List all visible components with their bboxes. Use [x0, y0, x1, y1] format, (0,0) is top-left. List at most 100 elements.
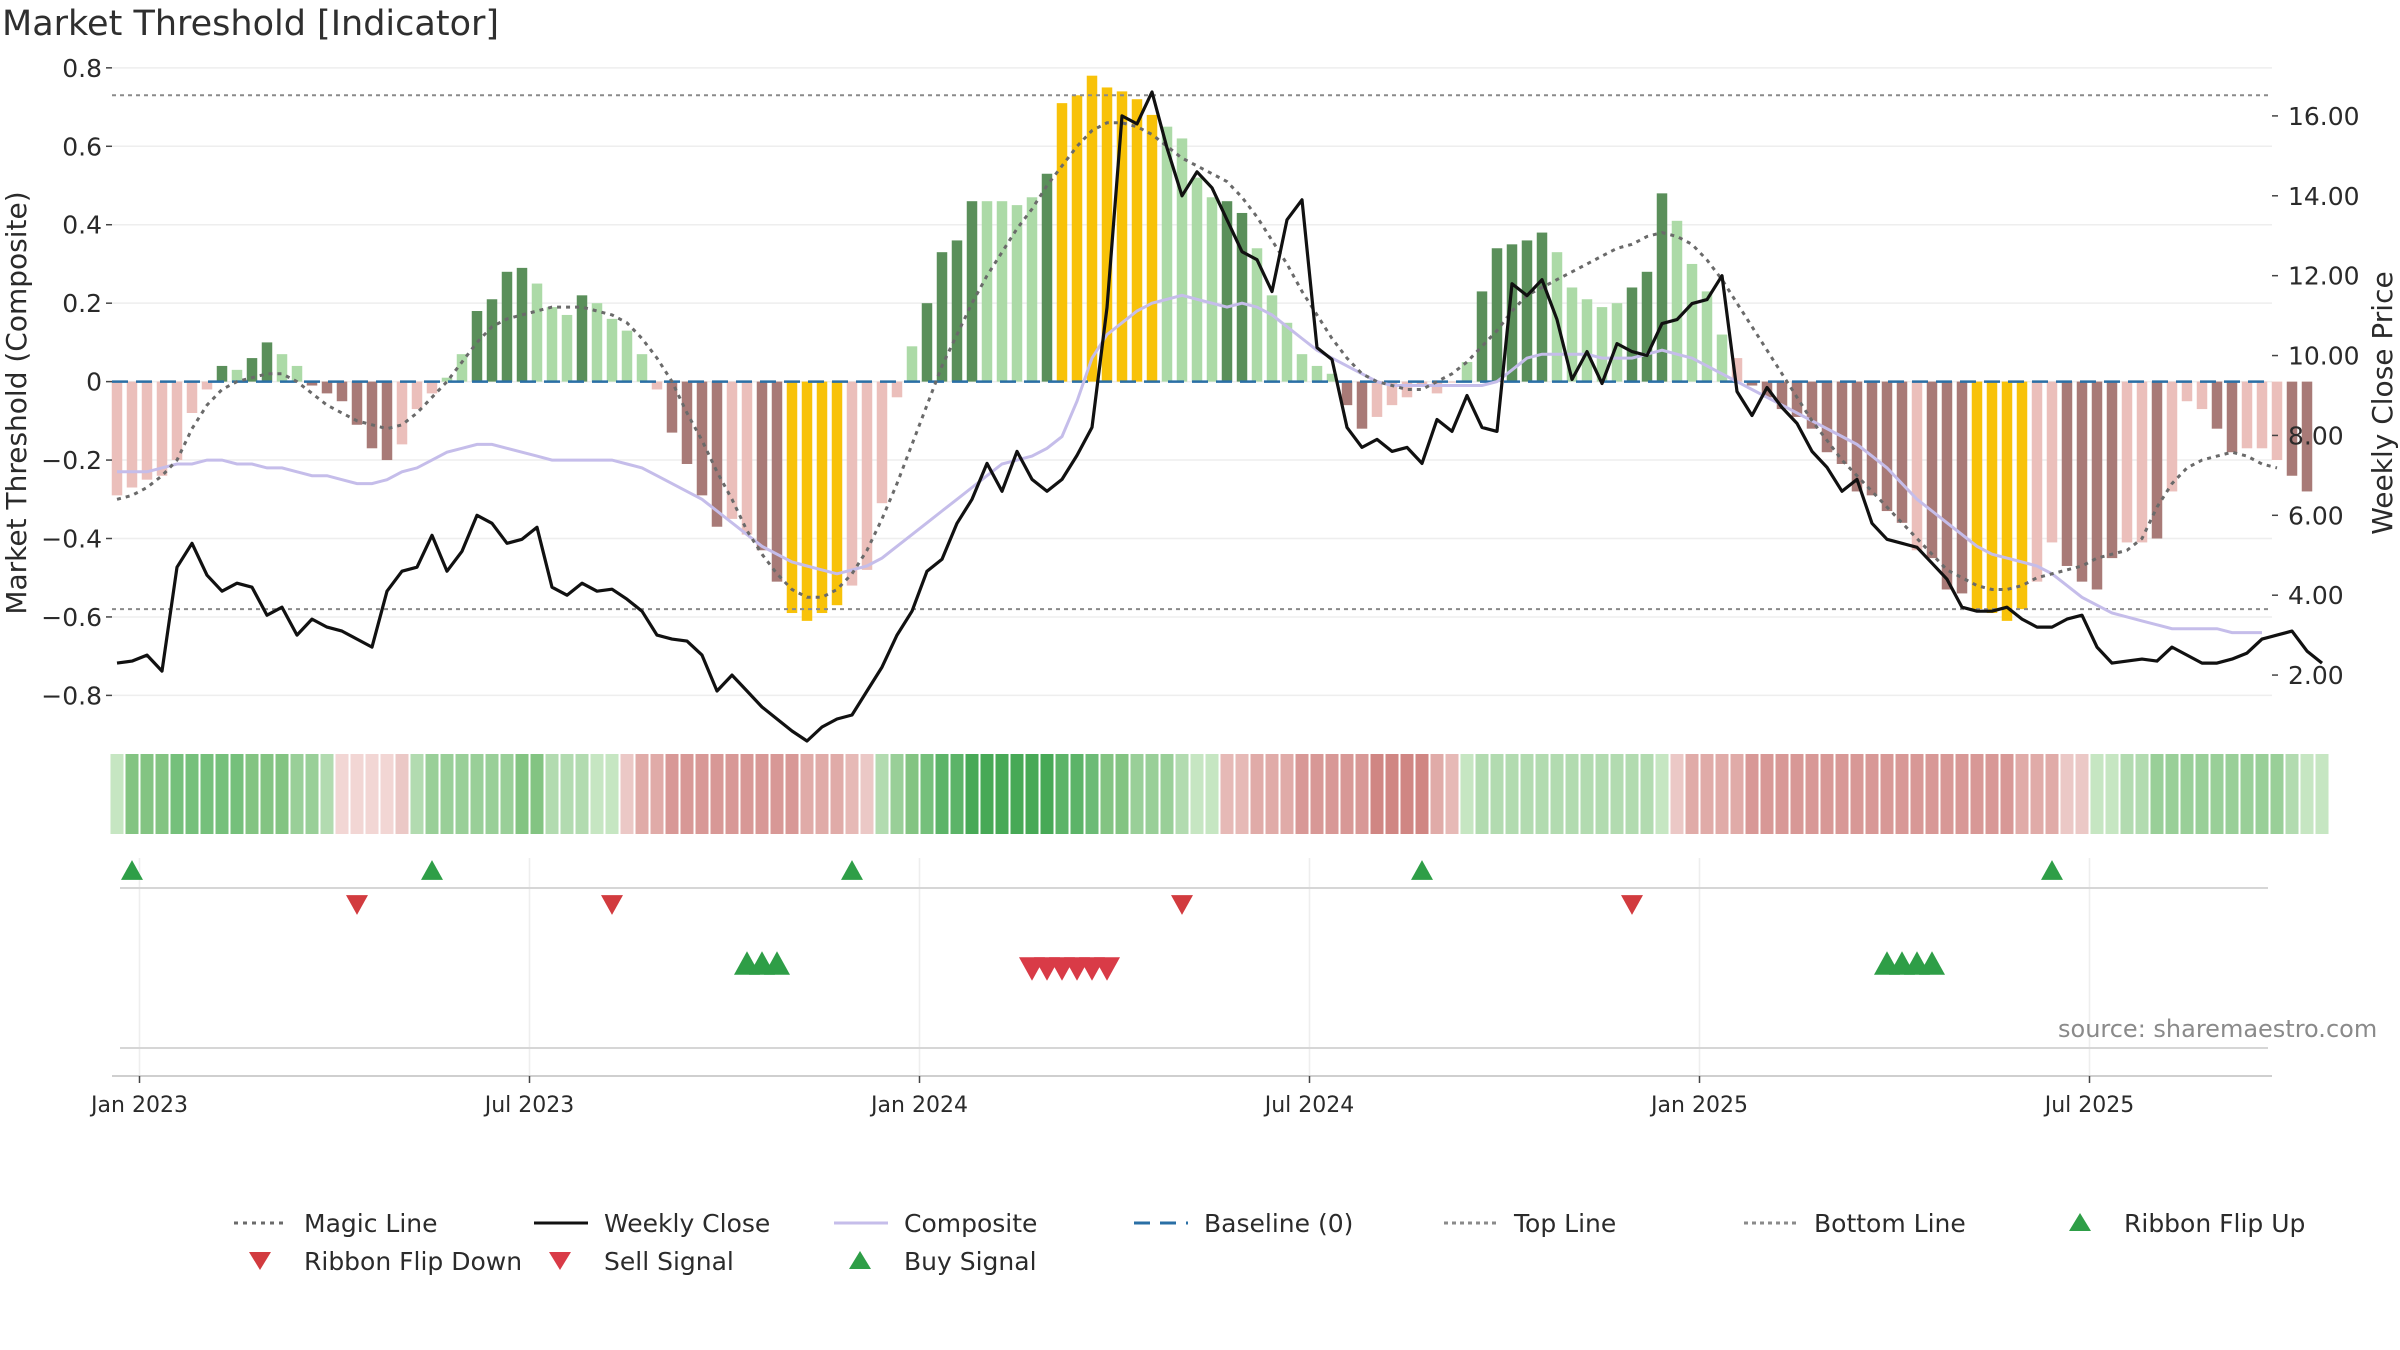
composite-bar	[186, 381, 198, 413]
ribbon-cell	[1820, 754, 1834, 834]
ribbon-cell	[740, 754, 754, 834]
composite-bar	[1581, 299, 1593, 382]
ribbon-strip	[110, 754, 2329, 834]
ribbon-cell	[965, 754, 979, 834]
composite-bar	[2046, 381, 2058, 543]
ribbon-cell	[950, 754, 964, 834]
composite-bar	[1641, 271, 1653, 382]
composite-bar	[276, 354, 288, 382]
y-tick-label: 0.6	[62, 132, 102, 161]
composite-bar	[681, 381, 693, 464]
ribbon-flip-up-marker	[121, 860, 143, 880]
ribbon-cell	[980, 754, 994, 834]
composite-bar	[876, 381, 888, 504]
ribbon-cell	[2165, 754, 2179, 834]
ribbon-cell	[395, 754, 409, 834]
composite-bar	[1956, 381, 1968, 594]
composite-bar	[351, 381, 363, 425]
composite-bar	[201, 381, 213, 390]
composite-bar	[756, 381, 768, 551]
x-axis: Jan 2023 Jul 2023 Jan 2024 Jul 2024 Jan 2025…	[89, 1075, 2272, 1118]
y-tick-label: 0.8	[62, 54, 102, 83]
ribbon-cell	[2195, 754, 2209, 834]
ribbon-cell	[1460, 754, 1474, 834]
composite-bar	[411, 381, 423, 410]
composite-bar	[2151, 381, 2163, 539]
composite-bar	[981, 201, 993, 382]
ribbon-cell	[440, 754, 454, 834]
composite-bar	[2196, 381, 2208, 410]
composite-bar	[1206, 197, 1218, 382]
legend-item: Ribbon Flip Up	[2050, 1205, 2305, 1241]
ribbon-cell	[110, 754, 124, 834]
ribbon-cell	[515, 754, 529, 834]
ribbon-cell	[320, 754, 334, 834]
ribbon-cell	[1670, 754, 1684, 834]
ribbon-cell	[500, 754, 514, 834]
composite-bar	[486, 299, 498, 382]
ribbon-cell	[665, 754, 679, 834]
x-tick-label: Jan 2023	[89, 1093, 188, 1118]
composite-bar	[1896, 381, 1908, 523]
ribbon-cell	[560, 754, 574, 834]
ribbon-cell	[1040, 754, 1054, 834]
composite-bar	[2256, 381, 2268, 449]
ribbon-cell	[485, 754, 499, 834]
composite-bar	[1026, 197, 1038, 382]
composite-bar	[861, 381, 873, 570]
composite-bar	[441, 377, 453, 382]
composite-bar	[291, 365, 303, 382]
ribbon-cell	[1685, 754, 1699, 834]
ribbon-cell	[1400, 754, 1414, 834]
ribbon-cell	[2240, 754, 2254, 834]
legend-item: Top Line	[1440, 1205, 1616, 1241]
composite-bar	[2226, 381, 2238, 453]
ribbon-cell	[2045, 754, 2059, 834]
y2-tick-label: 14.00	[2288, 182, 2360, 211]
ribbon-cell	[290, 754, 304, 834]
composite-bar	[1371, 381, 1383, 417]
ribbon-flip-up-marker	[1411, 860, 1433, 880]
composite-bar	[2091, 381, 2103, 590]
composite-bar	[2061, 381, 2073, 566]
y2-tick-label: 10.00	[2288, 342, 2360, 371]
composite-bar	[141, 381, 153, 480]
y-tick-label: 0	[86, 368, 102, 397]
ribbon-cell	[305, 754, 319, 834]
composite-bar	[1131, 99, 1143, 382]
composite-bar	[366, 381, 378, 449]
y2-tick-label: 16.00	[2288, 102, 2360, 131]
y-tick-label: 0.4	[62, 211, 102, 240]
legend-label: Top Line	[1514, 1208, 1617, 1238]
ribbon-cell	[2090, 754, 2104, 834]
ribbon-cell	[605, 754, 619, 834]
ribbon-cell	[2255, 754, 2269, 834]
y-axis-label: Market Threshold (Composite)	[0, 191, 33, 614]
composite-bar	[1161, 126, 1173, 382]
ribbon-flip-up-marker	[841, 860, 863, 880]
ribbon-cell	[1310, 754, 1324, 834]
composite-bar	[471, 311, 483, 382]
buy-signal-marker	[764, 951, 790, 975]
ribbon-cell	[2105, 754, 2119, 834]
composite-bar	[1236, 212, 1248, 382]
composite-bar	[1341, 381, 1353, 406]
composite-bar	[1266, 295, 1278, 382]
weekly-close-line	[116, 90, 2323, 743]
signal-panels	[120, 858, 2268, 1078]
ribbon-cell	[1070, 754, 1084, 834]
ribbon-cell	[260, 754, 274, 834]
triangle-up-icon	[2069, 1213, 2091, 1231]
composite-bar	[651, 381, 663, 390]
composite-bar	[576, 295, 588, 382]
ribbon-cell	[830, 754, 844, 834]
ribbon-cell	[335, 754, 349, 834]
ribbon-cell	[920, 754, 934, 834]
composite-bar	[426, 381, 438, 394]
ribbon-cell	[1055, 754, 1069, 834]
composite-bar	[1566, 287, 1578, 382]
ribbon-cell	[755, 754, 769, 834]
legend-label: Bottom Line	[1814, 1208, 1966, 1238]
composite-bar	[1446, 381, 1458, 383]
dotted-line-icon	[234, 1221, 288, 1225]
